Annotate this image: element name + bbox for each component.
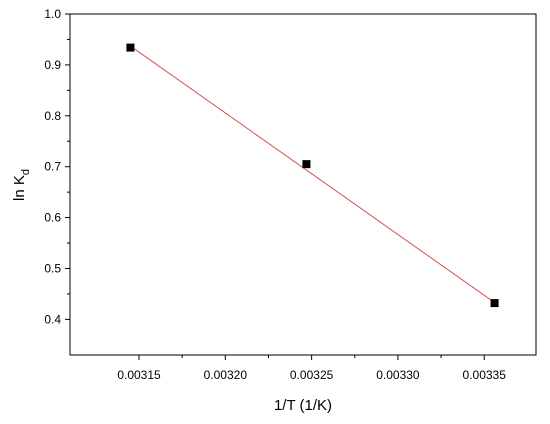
y-axis-title: ln Kd	[11, 169, 32, 201]
y-axis-title-subscript: d	[20, 169, 32, 175]
plot-frame	[69, 13, 537, 356]
data-point	[302, 160, 311, 169]
x-tick-label: 0.00335	[463, 368, 507, 382]
x-tick-label: 0.00320	[204, 368, 248, 382]
x-axis-ticks: 0.00315 0.00320 0.00325 0.00330 0.00335	[117, 355, 506, 382]
data-points-layer	[126, 43, 499, 308]
x-tick-label: 0.00315	[117, 368, 161, 382]
fit-line-layer	[130, 45, 495, 303]
x-tick-label: 0.00330	[376, 368, 420, 382]
y-tick-label: 0.9	[44, 58, 61, 72]
fit-line	[130, 45, 495, 303]
y-tick-label: 0.4	[44, 312, 61, 326]
y-tick-label: 0.7	[44, 160, 61, 174]
y-axis-ticks: 0.4 0.5 0.6 0.7 0.8 0.9 1.0	[44, 7, 70, 326]
x-tick-label: 0.00325	[290, 368, 334, 382]
y-tick-label: 0.8	[44, 109, 61, 123]
data-point	[126, 43, 135, 52]
y-tick-label: 1.0	[44, 7, 61, 21]
y-axis-title-main: ln K	[11, 175, 28, 201]
x-axis-title: 1/T (1/K)	[274, 397, 332, 414]
data-point	[490, 299, 499, 308]
y-tick-label: 0.5	[44, 261, 61, 275]
y-tick-label: 0.6	[44, 211, 61, 225]
